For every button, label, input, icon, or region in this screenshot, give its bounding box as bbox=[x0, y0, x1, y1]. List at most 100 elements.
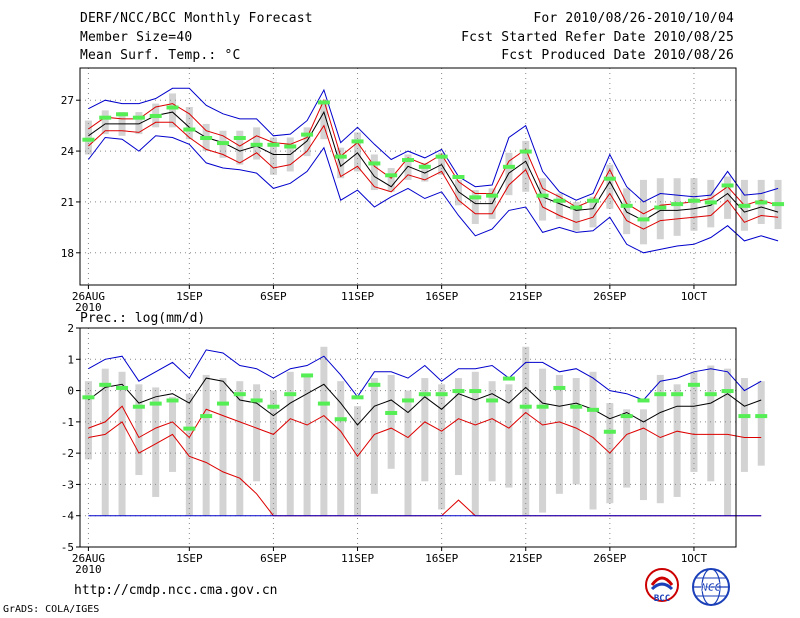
prec-mean-marker-37 bbox=[704, 392, 717, 397]
temp-mean-marker-30 bbox=[587, 198, 600, 203]
prec-box-25 bbox=[505, 384, 513, 488]
prec-mean-marker-16 bbox=[351, 395, 364, 400]
prec-ytick-label-6: 1 bbox=[67, 353, 74, 366]
prec-box-1 bbox=[101, 368, 109, 516]
prec-box-39 bbox=[740, 378, 748, 472]
temp-xtick-label-1: 1SEP bbox=[176, 290, 203, 303]
temp-box-13 bbox=[303, 127, 311, 157]
prec-mean-marker-12 bbox=[284, 392, 297, 397]
prec-mean-marker-38 bbox=[721, 389, 734, 394]
temp-mean-marker-27 bbox=[536, 193, 549, 198]
temp-box-17 bbox=[370, 154, 378, 191]
prec-mean-marker-4 bbox=[149, 401, 162, 406]
temp-ytick-label-1: 21 bbox=[61, 196, 74, 209]
prec-xtick-label-3: 11SEP bbox=[341, 552, 374, 565]
temp-box-20 bbox=[421, 162, 429, 182]
prec-box-0 bbox=[84, 381, 92, 460]
temp-mean-marker-34 bbox=[654, 205, 667, 210]
source-url[interactable]: http://cmdp.ncc.cma.gov.cn bbox=[74, 583, 278, 598]
temp-mean-marker-24 bbox=[486, 193, 499, 198]
prec-box-23 bbox=[471, 371, 479, 516]
prec-mean-marker-35 bbox=[671, 392, 684, 397]
prec-mean-marker-9 bbox=[233, 392, 246, 397]
forecast-started-date: Fcst Started Refer Date 2010/08/25 bbox=[461, 30, 734, 45]
prec-ytick-label-2: -3 bbox=[61, 478, 74, 491]
prec-xtick-label-6: 26SEP bbox=[593, 552, 626, 565]
prec-box-24 bbox=[488, 381, 496, 482]
prec-box-17 bbox=[370, 378, 378, 494]
temp-mean-marker-4 bbox=[149, 113, 162, 118]
prec-box-34 bbox=[656, 374, 664, 504]
prec-mean-marker-26 bbox=[519, 404, 532, 409]
temp-xtick-label-3: 11SEP bbox=[341, 290, 374, 303]
prec-box-27 bbox=[539, 368, 547, 513]
prec-line-p20 bbox=[88, 405, 762, 458]
prec-box-28 bbox=[555, 374, 563, 494]
temp-mean-marker-2 bbox=[116, 112, 129, 117]
temp-mean-marker-19 bbox=[402, 158, 414, 163]
temp-mean-marker-22 bbox=[452, 175, 465, 179]
prec-mean-marker-0 bbox=[82, 395, 95, 400]
temp-mean-marker-29 bbox=[570, 205, 583, 210]
member-size-label: Member Size=40 bbox=[80, 30, 193, 45]
prec-box-15 bbox=[337, 381, 345, 516]
temp-mean-marker-5 bbox=[166, 105, 179, 110]
prec-xtick-sublabel-0: 2010 bbox=[75, 563, 102, 576]
prec-ytick-label-1: -4 bbox=[61, 510, 75, 523]
temp-mean-marker-39 bbox=[738, 203, 751, 208]
temp-mean-marker-36 bbox=[687, 198, 700, 203]
temp-box-16 bbox=[354, 132, 362, 172]
temp-mean-marker-32 bbox=[620, 203, 633, 208]
temp-mean-marker-7 bbox=[200, 136, 213, 141]
prec-ytick-label-0: -5 bbox=[61, 541, 74, 554]
prec-box-12 bbox=[286, 371, 294, 516]
temp-line-p80 bbox=[88, 98, 779, 215]
prec-xtick-label-7: 1OCT bbox=[681, 552, 708, 565]
prec-box-13 bbox=[303, 374, 311, 516]
prec-mean-marker-40 bbox=[755, 414, 768, 419]
temp-ytick-label-0: 18 bbox=[61, 247, 74, 260]
prec-mean-marker-14 bbox=[317, 401, 330, 406]
temp-box-26 bbox=[522, 140, 530, 192]
temp-mean-marker-35 bbox=[671, 202, 684, 207]
prec-mean-marker-11 bbox=[267, 404, 280, 409]
temp-mean-marker-18 bbox=[385, 173, 398, 178]
temp-mean-marker-25 bbox=[502, 164, 515, 169]
temp-box-28 bbox=[555, 193, 563, 219]
prec-mean-marker-33 bbox=[637, 398, 650, 403]
prec-line-p80 bbox=[88, 377, 762, 426]
forecast-produced-date: Fcst Produced Date 2010/08/26 bbox=[501, 48, 734, 63]
temp-box-35 bbox=[673, 178, 681, 236]
temp-mean-marker-38 bbox=[721, 183, 734, 188]
temp-box-3 bbox=[135, 112, 143, 135]
prec-box-21 bbox=[438, 384, 446, 510]
temp-mean-marker-21 bbox=[435, 154, 448, 159]
ncc-logo: NCC bbox=[692, 568, 730, 606]
prec-mean-marker-30 bbox=[587, 407, 600, 412]
prec-ytick-label-5: 0 bbox=[67, 385, 74, 398]
prec-box-16 bbox=[354, 406, 362, 516]
prec-mean-marker-22 bbox=[452, 389, 465, 394]
temp-mean-marker-13 bbox=[301, 132, 314, 137]
temp-xtick-label-6: 26SEP bbox=[593, 290, 626, 303]
prec-mean-marker-34 bbox=[654, 392, 667, 397]
temp-mean-marker-12 bbox=[284, 144, 297, 149]
chart-title: DERF/NCC/BCC Monthly Forecast bbox=[80, 11, 313, 26]
temp-line-max bbox=[88, 87, 779, 203]
grads-credit: GrADS: COLA/IGES bbox=[3, 604, 100, 615]
prec-mean-marker-19 bbox=[402, 398, 414, 403]
temp-box-36 bbox=[690, 178, 698, 231]
prec-mean-marker-29 bbox=[570, 404, 583, 409]
temp-mean-marker-31 bbox=[603, 176, 616, 181]
prec-mean-marker-1 bbox=[99, 382, 112, 387]
temp-mean-marker-8 bbox=[216, 141, 229, 146]
prec-box-37 bbox=[707, 365, 715, 482]
prec-mean-marker-15 bbox=[334, 417, 347, 422]
prec-mean-marker-39 bbox=[738, 414, 751, 419]
temp-box-1 bbox=[101, 110, 109, 135]
prec-line-max bbox=[88, 349, 762, 401]
temp-xtick-label-0: 26AUG bbox=[72, 290, 105, 303]
